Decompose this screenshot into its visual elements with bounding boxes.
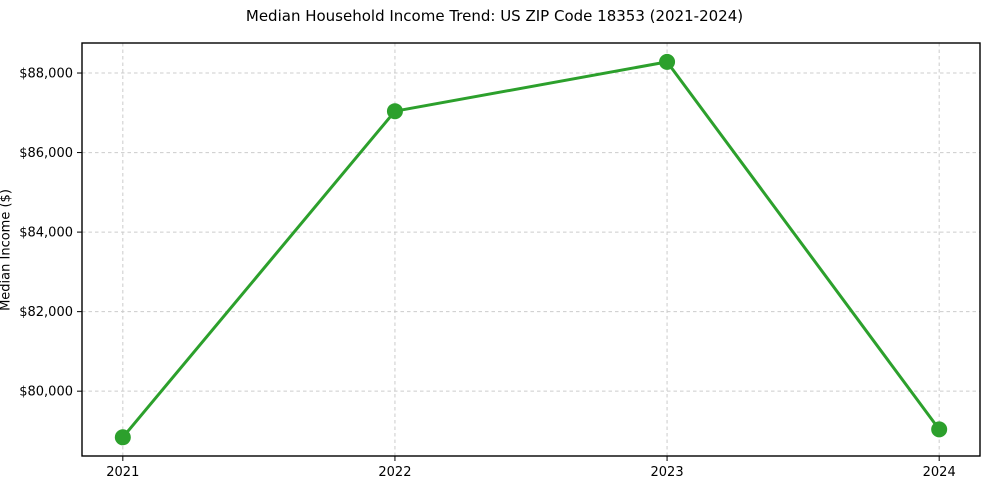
x-tick-label: 2023	[651, 465, 684, 480]
x-tick-label: 2021	[106, 465, 139, 480]
x-tick-label: 2022	[378, 465, 411, 480]
data-point	[386, 103, 403, 120]
y-tick-label: $84,000	[19, 226, 73, 241]
y-tick-label: $82,000	[19, 305, 73, 320]
data-point	[659, 53, 676, 70]
data-point	[114, 429, 131, 446]
x-tick-label: 2024	[923, 465, 956, 480]
chart-title: Median Household Income Trend: US ZIP Co…	[245, 7, 744, 25]
y-tick-label: $80,000	[19, 385, 73, 400]
y-tick-label: $86,000	[19, 146, 73, 161]
plot-border	[81, 42, 981, 457]
y-tick-label: $88,000	[19, 67, 73, 82]
data-point	[931, 421, 948, 438]
trend-line	[121, 60, 941, 439]
